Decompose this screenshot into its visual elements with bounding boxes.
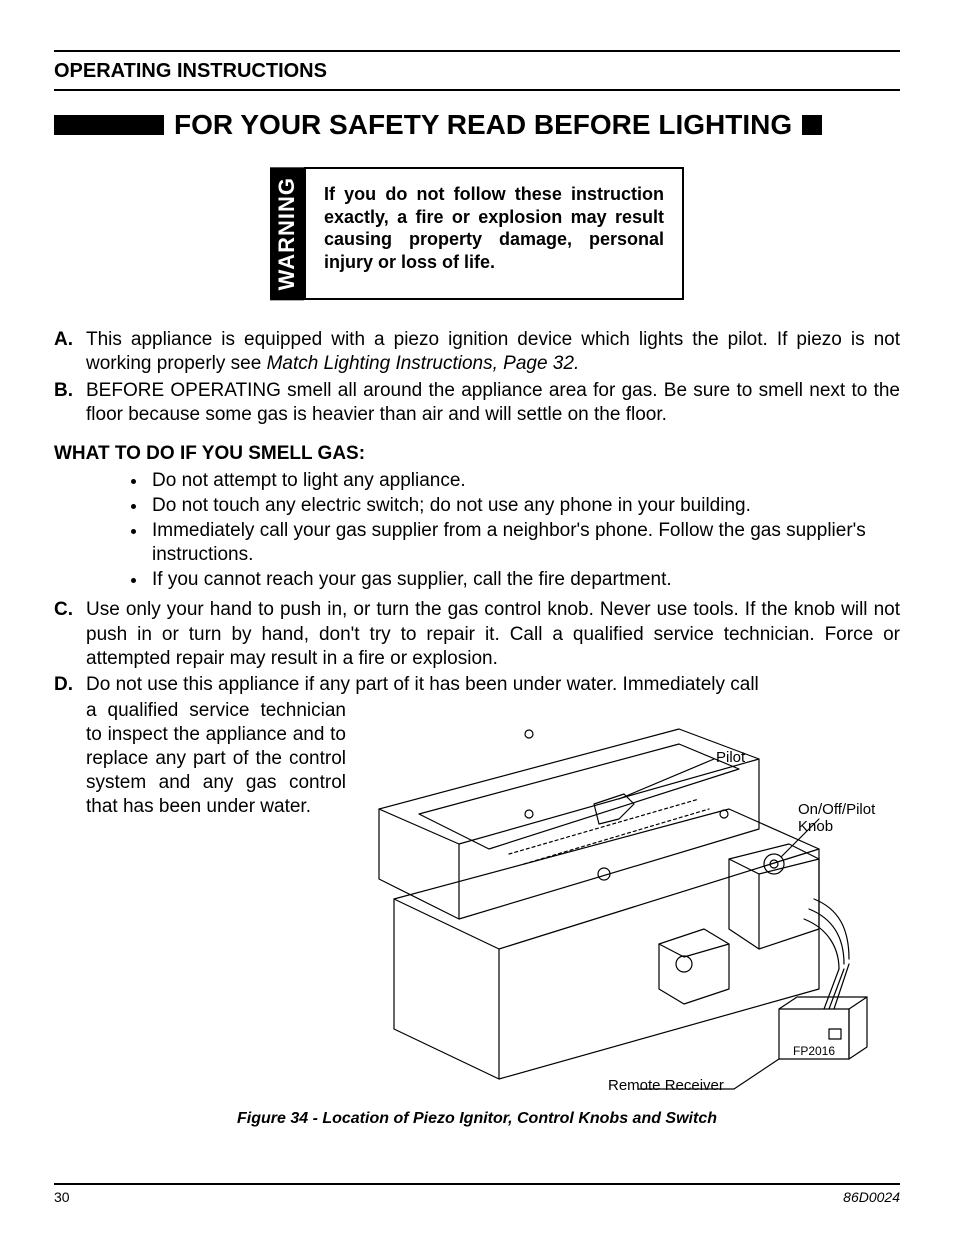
instruction-c-content: Use only your hand to push in, or turn t… <box>86 598 900 670</box>
instruction-list: A. This appliance is equipped with a pie… <box>54 328 900 427</box>
smell-bullet-4: If you cannot reach your gas supplier, c… <box>148 568 900 592</box>
banner-bar-right <box>802 115 822 135</box>
marker-b: B. <box>54 379 86 427</box>
instruction-d-first: Do not use this appliance if any part of… <box>86 673 900 697</box>
safety-banner: FOR YOUR SAFETY READ BEFORE LIGHTING <box>54 109 900 141</box>
section-heading: OPERATING INSTRUCTIONS <box>54 60 900 91</box>
banner-title: FOR YOUR SAFETY READ BEFORE LIGHTING <box>164 109 802 141</box>
callout-pilot: Pilot <box>716 749 745 766</box>
instruction-c: C. Use only your hand to push in, or tur… <box>54 598 900 670</box>
instruction-a: A. This appliance is equipped with a pie… <box>54 328 900 376</box>
banner-bar-left <box>54 115 164 135</box>
smell-bullet-2: Do not touch any electric switch; do not… <box>148 494 900 518</box>
top-rule <box>54 50 900 52</box>
doc-number: 86D0024 <box>843 1189 900 1205</box>
page-number: 30 <box>54 1189 70 1205</box>
callout-knob: On/Off/Pilot Knob <box>798 801 900 835</box>
marker-c: C. <box>54 598 86 670</box>
callout-model: FP2016 <box>793 1044 835 1058</box>
instruction-b: B. BEFORE OPERATING smell all around the… <box>54 379 900 427</box>
warning-text: If you do not follow these instruction e… <box>304 167 684 300</box>
instruction-b-content: BEFORE OPERATING smell all around the ap… <box>86 379 900 427</box>
warning-label: WARNING <box>270 167 304 300</box>
instruction-d-rest: a qualified service technician to inspec… <box>86 699 346 1104</box>
callout-receiver: Remote Receiver <box>608 1077 724 1094</box>
page: OPERATING INSTRUCTIONS FOR YOUR SAFETY R… <box>0 0 954 1235</box>
smell-bullet-list: Do not attempt to light any appliance. D… <box>54 469 900 593</box>
smell-heading: WHAT TO DO IF YOU SMELL GAS: <box>54 443 900 465</box>
figure-svg <box>358 699 900 1099</box>
instruction-d: D. Do not use this appliance if any part… <box>54 673 900 697</box>
figure-caption: Figure 34 - Location of Piezo Ignitor, C… <box>54 1110 900 1128</box>
marker-d: D. <box>54 673 86 697</box>
footer: 30 86D0024 <box>54 1183 900 1205</box>
instruction-list-2: C. Use only your hand to push in, or tur… <box>54 598 900 697</box>
smell-bullet-3: Immediately call your gas supplier from … <box>148 519 900 567</box>
d-row: a qualified service technician to inspec… <box>54 699 900 1104</box>
warning-box-row: WARNING If you do not follow these instr… <box>54 167 900 300</box>
marker-a: A. <box>54 328 86 376</box>
figure-34: Pilot On/Off/Pilot Knob FP2016 Remote Re… <box>358 699 900 1104</box>
a-italic: Match Lighting Instructions, Page 32. <box>267 353 580 374</box>
instruction-a-content: This appliance is equipped with a piezo … <box>86 328 900 376</box>
smell-bullet-1: Do not attempt to light any appliance. <box>148 469 900 493</box>
